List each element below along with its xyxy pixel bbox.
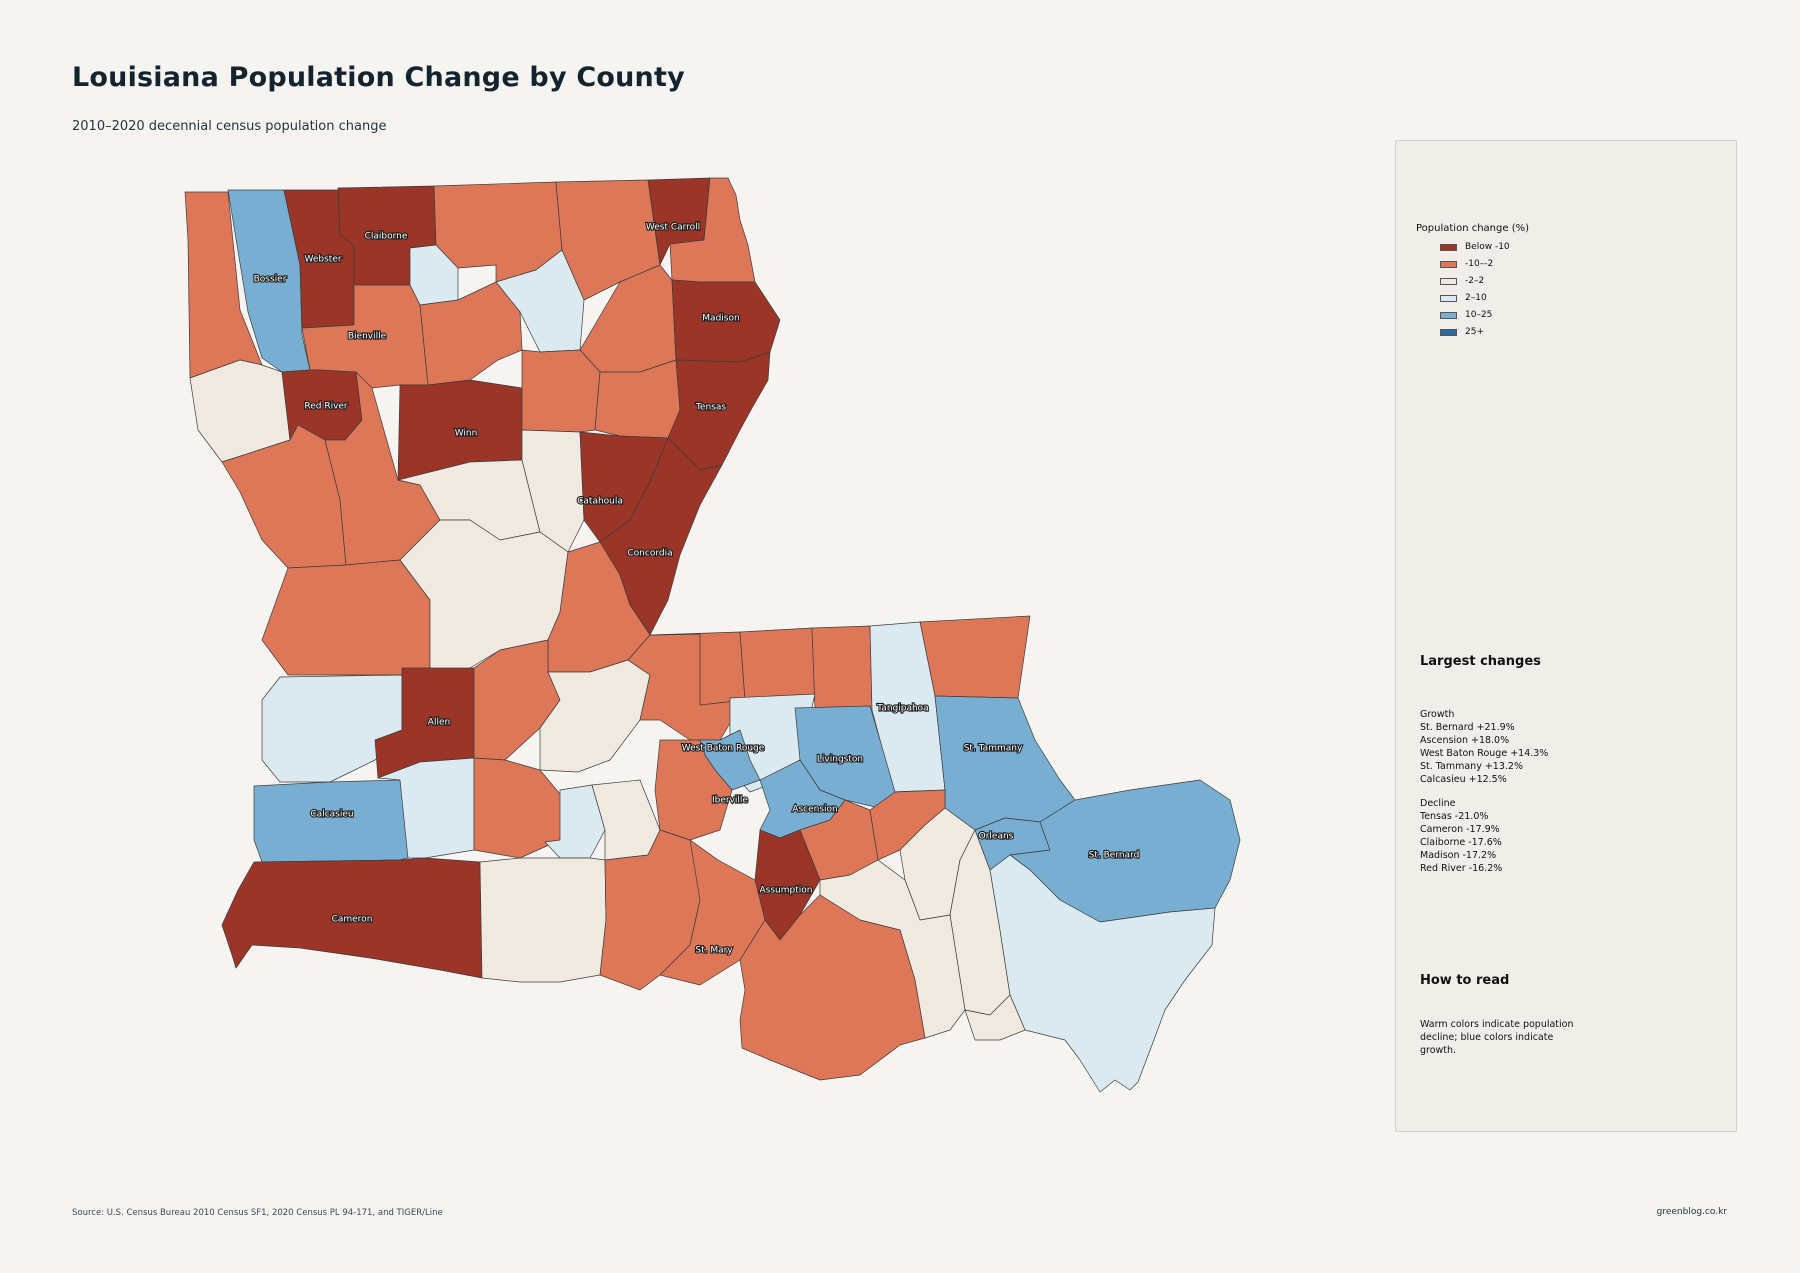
county-st-mary[interactable] [659,839,766,986]
legend-label: -10–-2 [1465,259,1494,269]
legend-swatch [1440,295,1457,302]
county-label: West Carroll [646,223,700,233]
county-franklin[interactable] [594,359,681,439]
county-grand-isle[interactable] [964,994,1026,1041]
legend-swatch [1440,278,1457,285]
growth-item: West Baton Rouge +14.3% [1420,748,1549,759]
growth-item: Ascension +18.0% [1420,735,1510,746]
side-panel: Population change (%) Below -10 -10–-2 -2–… [1395,140,1737,1132]
legend-swatch [1440,261,1457,268]
legend-label: Below -10 [1465,242,1510,252]
county-label: Webster [304,255,341,265]
decline-item: Red River -16.2% [1420,863,1503,874]
county-iberville[interactable] [654,739,733,841]
legend-swatch [1440,329,1457,336]
legend-label: -2–2 [1465,276,1485,286]
county-vernon[interactable] [261,559,431,676]
county-label: Assumption [760,886,813,896]
county-label: Madison [702,314,739,324]
decline-item: Claiborne -17.6% [1420,837,1502,848]
county-label: Winn [455,429,478,439]
county-label: Bossier [254,275,287,285]
growth-item: St. Tammany +13.2% [1420,761,1523,772]
how-to-read-text: growth. [1420,1045,1457,1056]
county-label: Ascension [792,805,837,815]
county-terrebonne[interactable] [739,894,926,1081]
county-label: Claiborne [365,232,408,242]
decline-item: Tensas -21.0% [1420,811,1489,822]
county-label: Calcasieu [310,810,353,820]
growth-item: Calcasieu +12.5% [1420,774,1507,785]
county-st-martin-north[interactable] [591,779,661,861]
map-subtitle: 2010–2020 decennial census population ch… [72,119,387,134]
county-vermilion[interactable] [479,857,607,983]
county-east-feliciana[interactable] [739,627,816,701]
growth-heading: Growth [1420,709,1455,720]
county-label: West Baton Rouge [682,744,765,754]
county-calcasieu[interactable] [253,779,409,863]
county-washington[interactable] [919,615,1031,699]
legend-swatch [1440,312,1457,319]
county-caldwell[interactable] [521,349,601,433]
county-label: Tensas [695,403,726,413]
decline-item: Madison -17.2% [1420,850,1497,861]
county-label: Concordia [627,549,672,559]
largest-changes-heading: Largest changes [1420,654,1541,669]
county-tensas[interactable] [667,351,771,471]
county-label: Allen [428,718,450,728]
county-st-landry[interactable] [539,659,651,773]
county-st-tammany[interactable] [934,695,1076,831]
county-label: Tangipahoa [876,704,928,714]
county-label: St. Mary [695,946,733,956]
decline-item: Cameron -17.9% [1420,824,1500,835]
county-label: Cameron [332,915,373,925]
county-ouachita[interactable] [495,249,585,353]
how-to-read-text: Warm colors indicate population [1420,1019,1574,1030]
legend-label: 10–25 [1465,310,1493,320]
credit: greenblog.co.kr [1656,1207,1727,1217]
growth-item: St. Bernard +21.9% [1420,722,1515,733]
county-label: Red River [304,402,348,412]
how-to-read-heading: How to read [1420,973,1510,988]
county-label: Livingston [817,755,863,765]
legend-title: Population change (%) [1416,223,1530,234]
county-label: Orleans [979,832,1014,842]
county-label: Iberville [712,796,748,806]
county-west-feliciana[interactable] [649,631,746,706]
county-label: St. Tammany [964,744,1023,754]
legend-label: 25+ [1465,327,1484,337]
legend-swatch [1440,244,1457,251]
county-cameron[interactable] [221,857,483,979]
county-label: Bienville [348,332,387,342]
map-title: Louisiana Population Change by County [72,62,685,93]
county-jefferson-davis[interactable] [377,757,475,859]
source-note: Source: U.S. Census Bureau 2010 Census S… [72,1208,443,1218]
county-st-helena[interactable] [811,625,873,711]
decline-heading: Decline [1420,798,1456,809]
louisiana-county-map: Claiborne West Carroll Webster Bossier Madis… [184,177,1241,1093]
county-label: Catahoula [577,497,623,507]
legend-label: 2–10 [1465,293,1487,303]
how-to-read-text: decline; blue colors indicate [1420,1032,1554,1043]
county-label: St. Bernard [1089,851,1140,861]
county-plaquemines[interactable] [989,854,1216,1093]
